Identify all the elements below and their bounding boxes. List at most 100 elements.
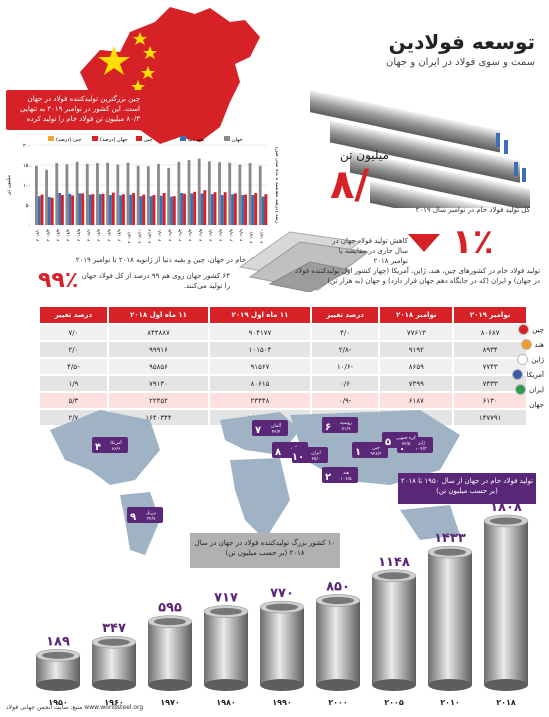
marker-country: ایران [311,451,321,456]
bar [37,196,41,225]
table-row: ۷۷۴۳ ۸۶۵۹ -۱۰/۶ ۹۱۵۶۷ ۹۵۸۵۶ -۴/۵ [40,359,526,374]
table-cell: ۱۴۷۷۹۱ [454,410,526,425]
cylinders-chart: ۱۸۹ ۱۹۵۰ ۳۴۷ ۱۹۶۰ ۵۹۵ ۱۹۷۰ ۷۱۷ ۱۹۸۰ ۷۷۰ ۱۹۹۰ ۸۵۰ ۲۰… [35,500,529,707]
bar [106,162,110,225]
flag-icon [515,384,527,395]
bar [248,163,252,225]
x-tick-label: ۲۰۱۹/۱۰ [249,229,254,243]
map-note: ۱۰ کشور بزرگ تولیدکننده فولاد در جهان در… [190,533,340,568]
bar [109,195,112,225]
bar [55,163,59,225]
table-cell: ۰/۶ [311,376,379,391]
y-tick-label: ۵۰ [26,203,31,209]
table-cell: ۹۱۵۶۷ [210,359,310,374]
country-label: هند [500,337,544,352]
cylinder-year: ۲۰۱۸ [496,698,516,707]
table-header: ۱۱ ماه اول ۲۰۱۸ [108,307,209,323]
decline-note: کاهش تولید فولاد جهان در سال جاری در مقا… [332,237,408,265]
bar [228,162,232,225]
table-cell: ۷۳۹۹ [380,376,453,391]
bar [190,193,194,225]
cylinder-value: ۸۵۰ [326,579,350,594]
x-tick-label: ۲۰۱۸/۲ [45,229,50,241]
bar [85,163,89,225]
country-name: آمریکا [526,370,544,379]
country-name: هند [534,340,544,349]
y-tick-label: ۰ [28,223,31,229]
country-name: ایران [529,385,544,394]
cylinder-value: ۷۱۷ [214,591,238,606]
bar [210,194,214,225]
y-tick-label: ۲۰۰ [23,143,31,149]
bar [220,195,224,225]
y-axis-label: میلیون تن [6,174,12,195]
x-tick-label: ۲۰۱۹/۴ [188,229,193,241]
bar [218,162,221,225]
marker-value: ۹۲۸/۳ [370,451,382,457]
bar [197,158,201,225]
x-tick-label: ۲۰۱۹/۱ [157,229,162,241]
bar [261,196,265,225]
bar [129,194,133,225]
marker-country: کره جنوبی [396,435,417,441]
x-tick-label: ۲۰۱۹/۳ [178,228,183,241]
bar [193,191,197,225]
bar [258,165,262,225]
bar [152,195,156,225]
cylinder [147,615,193,691]
marker-value: ۴۲/۴ [272,429,281,435]
table-row: ۸۹۳۴ ۹۱۹۲ -۲/۸ ۱۰۱۵۰۴ ۹۹۹۱۶ ۲/۰ [40,342,526,357]
table-cell: -۴/۵ [40,359,107,374]
marker-value: ۳۴/۷ [147,516,156,522]
bar [207,161,211,225]
bar [119,195,123,225]
country-name: ژاپن [531,355,544,364]
page-title: توسعه فولادین [388,30,535,54]
bar [264,194,268,225]
production-note: تولید فولاد خام در کشورهای چین، هند، ژاپ… [294,267,540,285]
cylinder [203,605,249,691]
bar [177,161,181,225]
decline-percent: ۱٪ [452,222,494,262]
table-cell: ۶۱۳۰ [454,393,526,408]
cylinder-value: ۳۴۷ [102,621,126,636]
bar [146,166,150,225]
country-name: چین [532,325,544,334]
marker-value: ۷۲/۵ [402,441,411,447]
bar [48,197,51,225]
bar [126,162,130,225]
table-cell: ۹۱۹۲ [380,342,453,357]
share-99-value: ۹۹٪ [38,268,79,293]
bar [254,193,258,225]
country-label: چین [500,322,544,337]
x-tick-label: ۲۰۱۹/۹ [239,229,244,241]
cylinder [427,545,473,691]
table-header: نوامبر ۲۰۱۸ [380,307,453,323]
table-cell: ۸۰۶۸۷ [454,325,526,340]
x-tick-label: ۲۰۱۸/۱ [35,229,40,241]
table-cell: ۶۱۸۷ [380,393,453,408]
bar [96,163,99,225]
cylinder-value: ۱۸۰۸ [490,500,522,515]
bar [111,192,115,225]
x-tick-label: ۲۰۱۸/۴ [66,229,71,241]
bar [68,193,72,225]
marker-value: ۱۰۶/۵ [340,476,352,482]
bar [180,193,184,225]
bar [132,193,136,225]
country-label: ژاپن [500,352,544,367]
marker-country: روسیه [340,421,352,426]
bar [50,197,54,225]
bar [58,193,61,225]
bar [162,193,166,225]
cylinder-value: ۱۸۹ [46,634,70,649]
legend-label: چین [144,137,152,143]
cylinder-year: ۲۰۰۰ [328,698,348,707]
cylinder-value: ۱۱۴۸ [378,555,410,570]
bar [139,196,143,225]
x-tick-label: ۲۰۱۸/۱۲ [147,229,152,243]
table-cell: ۵/۳ [40,393,107,408]
